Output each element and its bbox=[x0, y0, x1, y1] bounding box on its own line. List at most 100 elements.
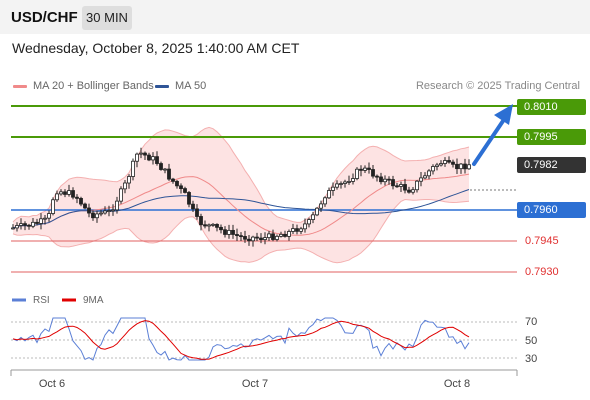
rsi-line bbox=[12, 317, 470, 361]
candle-body bbox=[23, 223, 27, 226]
candle-body bbox=[51, 199, 55, 214]
candle-body bbox=[223, 229, 227, 235]
candle-body bbox=[379, 176, 383, 183]
candle-body bbox=[439, 163, 443, 166]
candle-body bbox=[35, 221, 39, 224]
candle-body bbox=[435, 164, 439, 167]
candle-body bbox=[347, 181, 351, 183]
candle-body bbox=[395, 185, 399, 188]
candle-body bbox=[143, 152, 147, 156]
candle-body bbox=[423, 175, 427, 179]
candle-body bbox=[239, 235, 243, 238]
candle-body bbox=[267, 233, 271, 239]
candle-body bbox=[243, 236, 247, 240]
candle-body bbox=[71, 190, 75, 198]
candle-body bbox=[215, 223, 219, 228]
support2-price-label: 0.7930 bbox=[525, 266, 559, 278]
candle-body bbox=[303, 223, 307, 230]
candle-body bbox=[311, 214, 315, 220]
candle-body bbox=[319, 203, 323, 209]
candle-body bbox=[459, 163, 463, 170]
candle-body bbox=[19, 223, 23, 226]
target-price-tag: 0.8010 bbox=[517, 99, 586, 115]
candle-body bbox=[443, 160, 447, 164]
candle-body bbox=[147, 154, 151, 161]
candle-body bbox=[159, 163, 163, 170]
candle-body bbox=[139, 152, 143, 155]
candle-body bbox=[283, 233, 287, 237]
research-credit: Research © 2025 Trading Central bbox=[415, 80, 580, 92]
timeframe-button[interactable]: 30 MIN bbox=[82, 6, 132, 30]
candle-body bbox=[47, 213, 51, 219]
forecast-arrow-head bbox=[494, 104, 513, 125]
candle-body bbox=[191, 203, 195, 210]
candle-body bbox=[75, 196, 79, 199]
rsi-tick-30: 30 bbox=[525, 353, 537, 365]
candle-body bbox=[407, 189, 411, 193]
support1-price-label: 0.7945 bbox=[525, 235, 559, 247]
candle-body bbox=[355, 168, 359, 179]
candle-body bbox=[91, 212, 95, 219]
candle-body bbox=[119, 188, 123, 202]
candle-body bbox=[331, 186, 335, 191]
candle-body bbox=[103, 210, 107, 214]
candle-body bbox=[403, 184, 407, 191]
candle-body bbox=[315, 207, 319, 216]
candle-body bbox=[255, 236, 259, 239]
candlesticks bbox=[11, 147, 471, 247]
candle-body bbox=[287, 231, 291, 237]
candle-body bbox=[31, 221, 35, 227]
candle-body bbox=[275, 235, 279, 240]
ma9-legend-label: 9MA bbox=[83, 295, 104, 306]
candle-body bbox=[339, 183, 343, 185]
ma20-legend-swatch bbox=[13, 85, 27, 88]
candle-body bbox=[391, 179, 395, 187]
candle-body bbox=[115, 200, 119, 211]
candle-body bbox=[211, 223, 215, 226]
candle-body bbox=[203, 224, 207, 227]
chart-header: USD/CHF 30 MIN bbox=[0, 0, 590, 34]
ma20-legend-label: MA 20 + Bollinger Bands bbox=[33, 80, 154, 92]
candle-body bbox=[335, 183, 339, 188]
candle-body bbox=[351, 178, 355, 182]
candle-body bbox=[127, 176, 131, 184]
rsi-tick-50: 50 bbox=[525, 335, 537, 347]
resistance-price-tag: 0.7995 bbox=[517, 129, 586, 145]
ma50-legend-label: MA 50 bbox=[175, 80, 207, 92]
candle-body bbox=[183, 188, 187, 193]
candle-body bbox=[371, 169, 375, 177]
candle-body bbox=[59, 191, 63, 195]
candle-body bbox=[187, 192, 191, 205]
candle-body bbox=[87, 207, 91, 214]
candle-body bbox=[79, 197, 83, 205]
candle-body bbox=[367, 167, 371, 170]
candle-body bbox=[99, 212, 103, 215]
candle-body bbox=[167, 168, 171, 180]
candle-body bbox=[235, 234, 239, 237]
candle-body bbox=[279, 233, 283, 237]
x-label-oct7: Oct 7 bbox=[242, 378, 268, 390]
candle-body bbox=[151, 156, 155, 161]
rsi-ma9-line bbox=[12, 320, 470, 360]
candle-body bbox=[67, 190, 71, 195]
bollinger-band-fill bbox=[13, 127, 469, 263]
candle-body bbox=[207, 224, 211, 227]
candle-body bbox=[63, 191, 67, 195]
candle-body bbox=[135, 153, 139, 162]
bollinger-upper-line bbox=[12, 126, 470, 223]
candle-body bbox=[263, 237, 267, 240]
candle-body bbox=[247, 238, 251, 242]
candle-body bbox=[39, 218, 43, 224]
candle-body bbox=[455, 163, 459, 170]
candle-body bbox=[467, 164, 471, 170]
candle-body bbox=[171, 178, 175, 182]
candle-body bbox=[259, 237, 263, 240]
candle-body bbox=[451, 161, 455, 165]
candle-body bbox=[195, 208, 199, 217]
candle-body bbox=[131, 160, 135, 177]
candle-body bbox=[299, 228, 303, 232]
candle-body bbox=[359, 168, 363, 171]
candle-body bbox=[155, 156, 159, 164]
candle-body bbox=[15, 225, 19, 229]
